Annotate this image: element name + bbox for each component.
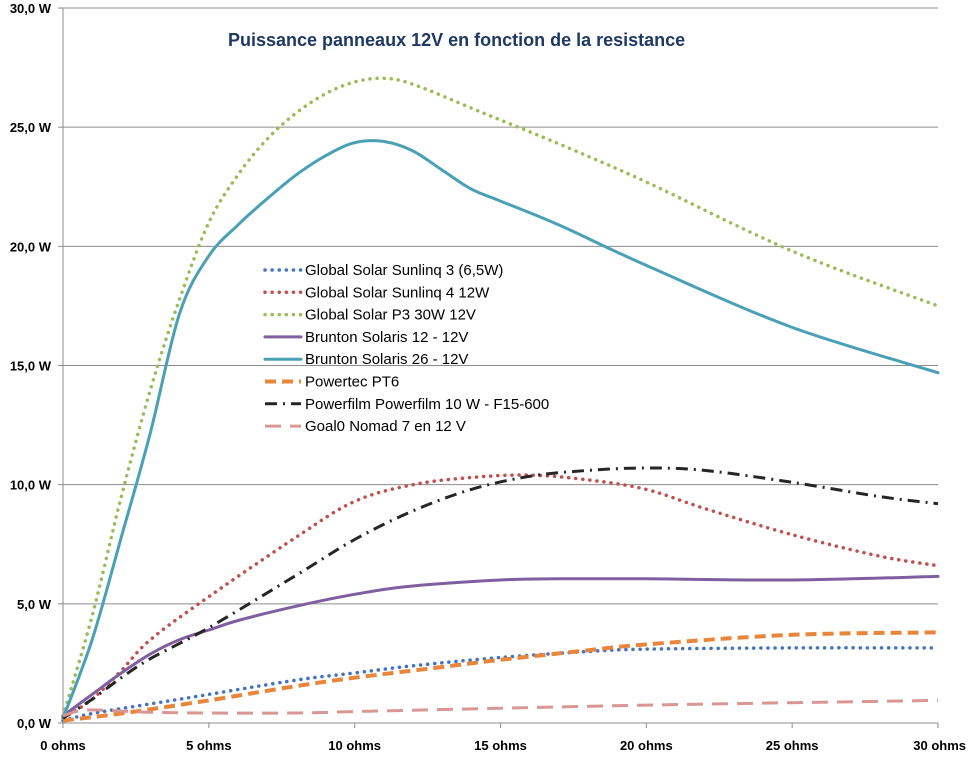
legend-label-4: Brunton Solaris 26 - 12V <box>305 351 468 368</box>
y-tick-label: 0,0 W <box>17 716 52 731</box>
series-line-6 <box>62 466 939 720</box>
series-line-4 <box>61 139 940 720</box>
series-line-2 <box>61 76 940 718</box>
y-tick-label: 25,0 W <box>10 120 52 135</box>
axes <box>58 7 939 728</box>
legend-label-6: Powerfilm Powerfilm 10 W - F15-600 <box>305 396 549 413</box>
legend-label-7: Goal0 Nomad 7 en 12 V <box>305 418 466 435</box>
x-tick-label: 25 ohms <box>766 738 819 753</box>
series-line-0 <box>61 646 940 723</box>
grid-lines <box>63 7 938 605</box>
series-lines <box>61 76 940 723</box>
x-tick-label: 20 ohms <box>620 738 673 753</box>
series-line-3 <box>61 574 940 718</box>
y-tick-label: 10,0 W <box>10 478 52 493</box>
y-tick-label: 30,0 W <box>10 1 52 16</box>
x-tick-label: 30 ohms <box>913 738 966 753</box>
y-tick-label: 5,0 W <box>17 597 52 612</box>
y-tick-labels: 0,0 W 5,0 W 10,0 W 15,0 W 20,0 W 25,0 W 30,0 W <box>10 1 52 731</box>
x-tick-labels: 0 ohms 5 ohms 10 ohms 15 ohms 20 ohms 25 ohms… <box>40 738 966 753</box>
x-tick-label: 0 ohms <box>40 738 86 753</box>
legend-label-5: Powertec PT6 <box>305 374 399 391</box>
x-tick-label: 10 ohms <box>328 738 381 753</box>
legend-label-0: Global Solar Sunlinq 3 (6,5W) <box>305 262 503 279</box>
legend-label-2: Global Solar P3 30W 12V <box>305 307 476 324</box>
y-tick-label: 20,0 W <box>10 239 52 254</box>
x-tick-label: 5 ohms <box>186 738 232 753</box>
y-tick-label: 15,0 W <box>10 359 52 374</box>
series-line-7 <box>62 698 939 718</box>
series-line-5 <box>62 630 939 723</box>
series-line-1 <box>61 473 940 720</box>
chart-title: Puissance panneaux 12V en fonction de la… <box>228 30 685 50</box>
legend: Global Solar Sunlinq 3 (6,5W) Global Sola… <box>263 262 549 435</box>
x-tick-label: 15 ohms <box>474 738 527 753</box>
legend-label-1: Global Solar Sunlinq 4 12W <box>305 284 490 301</box>
legend-label-3: Brunton Solaris 12 - 12V <box>305 329 468 346</box>
